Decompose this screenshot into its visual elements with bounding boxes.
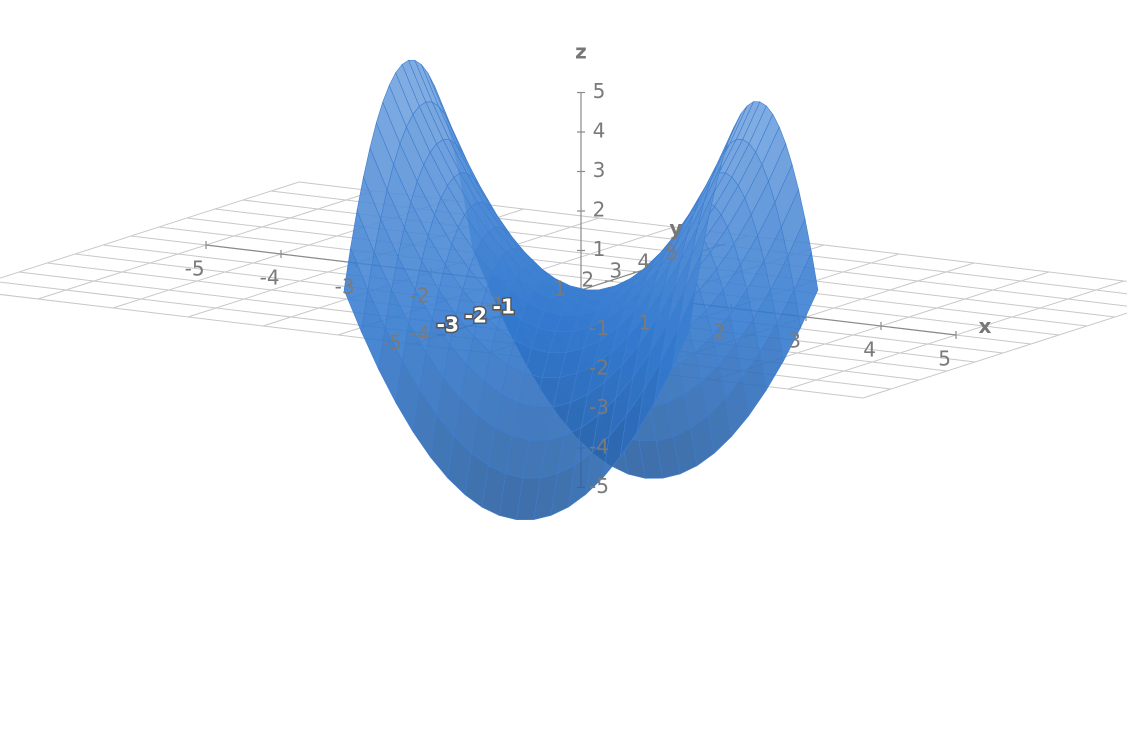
z-tick-label: -4: [589, 435, 609, 459]
x-axis-title: x: [978, 314, 991, 338]
y-tick-label: -1: [493, 295, 515, 319]
x-tick-label: 3: [788, 328, 801, 352]
z-tick-label: -1: [589, 316, 609, 340]
x-tick-label: -5: [185, 256, 205, 280]
grid-line-x: [862, 312, 1127, 399]
y-tick-label: -3: [437, 313, 459, 337]
z-tick-label: -5: [589, 474, 609, 498]
x-tick-label: 1: [638, 310, 651, 334]
z-tick-label: 3: [593, 158, 606, 182]
z-tick-label: -3: [589, 395, 609, 419]
z-tick-label: 2: [593, 198, 606, 222]
x-tick-label: -3: [335, 274, 355, 298]
y-tick-label: 3: [609, 259, 622, 283]
x-tick-label: -4: [260, 265, 280, 289]
x-tick-label: 5: [938, 346, 951, 370]
x-tick-label: -2: [410, 283, 430, 307]
y-tick-label: -5: [382, 331, 402, 355]
y-tick-label: -4: [410, 322, 430, 346]
y-tick-label: 1: [553, 277, 566, 301]
surface-mesh: [343, 59, 819, 521]
z-tick-label: 5: [593, 79, 606, 103]
y-tick-label: -2: [465, 304, 487, 328]
axis-titles: x y z: [575, 40, 991, 338]
y-tick-label: 5: [665, 241, 678, 265]
z-tick-label: 1: [593, 237, 606, 261]
surface-patch: [671, 289, 696, 370]
z-tick-label: 4: [593, 119, 606, 143]
z-tick-label: -2: [589, 356, 609, 380]
x-tick-label: -1: [485, 292, 505, 316]
grid-line-x: [0, 181, 300, 279]
z-axis-title: z: [575, 40, 587, 64]
x-tick-label: 4: [863, 337, 876, 361]
tick-labels: -5 -4 -3 -2 -11 2 3 4 5-5 -4 -3 -2 -11 2 3 4 5-5-4-3-2-1…: [185, 79, 951, 498]
y-axis-title: y: [669, 216, 682, 240]
x-tick-label: 2: [713, 319, 726, 343]
y-tick-label: 2: [581, 268, 594, 292]
y-tick-label: 4: [637, 250, 650, 274]
